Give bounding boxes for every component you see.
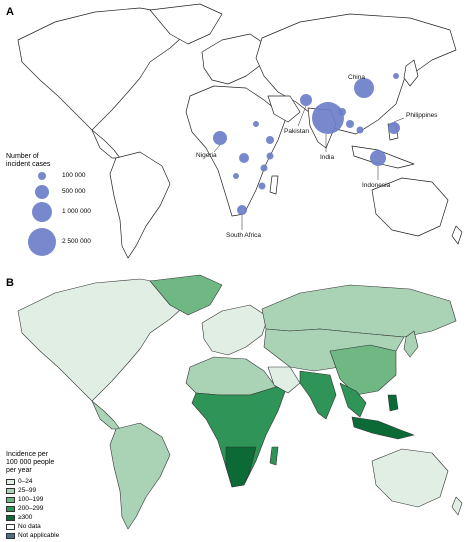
label-indonesia: Indonesia	[362, 182, 391, 189]
legend-bubble-1000000	[32, 202, 52, 222]
legend-swatch-300	[6, 515, 15, 521]
south-america-shape	[109, 151, 171, 259]
europe-region	[201, 304, 269, 356]
sub-saharan-africa-region	[191, 386, 287, 488]
legend-swatch-no-data	[6, 524, 15, 530]
map-panel-a: A Number of incident cases 100 000 500 0…	[6, 3, 463, 259]
label-nigeria: Nigeria	[196, 152, 217, 159]
bubble-india	[312, 102, 344, 134]
legend-swatch-100-199	[6, 497, 15, 503]
japan-region	[403, 330, 419, 358]
legend-label-500000: 500 000	[62, 188, 86, 195]
bubble-myanmar	[346, 120, 354, 128]
indonesia-region	[351, 416, 415, 440]
legend-swatch-25-99	[6, 488, 15, 494]
bubble-drc	[239, 153, 249, 163]
legend-label-25-99: 25–99	[18, 487, 37, 494]
central-america-region	[91, 400, 121, 430]
legend-label-100-199: 100–199	[18, 496, 44, 503]
world-map-outline	[17, 3, 463, 259]
legend-label-1000000: 1 000 000	[62, 208, 91, 215]
russia-region	[261, 284, 457, 338]
australia-region	[371, 448, 449, 508]
southern-africa-region	[225, 446, 257, 488]
europe-shape	[201, 33, 269, 85]
legend-label-200-299: 200–299	[18, 505, 44, 512]
legend-label-300: ≥300	[18, 514, 33, 521]
legend-swatch-0-24	[6, 479, 15, 485]
panel-letter-b: B	[6, 277, 14, 289]
bubble-vietnam	[356, 126, 364, 134]
legend-title-b: Incidence per 100 000 people per year	[6, 451, 55, 474]
label-philippines: Philippines	[406, 112, 438, 119]
legend-bubble-2500000	[28, 228, 56, 256]
bubble-philippines	[388, 122, 400, 134]
arabia-region	[267, 366, 301, 394]
legend-title-a: Number of incident cases	[6, 153, 51, 168]
china-region	[329, 344, 397, 396]
legend-label-not-applicable: Not applicable	[18, 532, 60, 539]
bubble-kenya	[266, 152, 274, 160]
bubble-south-africa	[237, 205, 247, 215]
greenland-shape	[149, 3, 223, 45]
north-africa-region	[185, 356, 277, 396]
legend-label-2500000: 2 500 000	[62, 238, 91, 245]
legend-label-100000: 100 000	[62, 172, 86, 179]
legend-swatch-not-applicable	[6, 533, 15, 539]
philippines-region	[387, 394, 399, 412]
label-india: India	[320, 154, 335, 161]
greenland-region	[149, 274, 223, 316]
panel-letter-a: A	[6, 6, 14, 18]
new-zealand-shape	[451, 225, 463, 245]
south-america-region	[109, 422, 171, 530]
bubble-angola	[233, 173, 239, 179]
bubble-bangladesh	[338, 108, 346, 116]
bubble-ethiopia	[266, 136, 274, 144]
arabia-shape	[267, 95, 301, 123]
bubble-indonesia	[370, 150, 386, 166]
new-zealand-region	[451, 496, 463, 516]
bubble-china	[354, 78, 374, 98]
label-south-africa: South Africa	[226, 232, 262, 239]
madagascar-region	[269, 446, 279, 466]
madagascar-shape	[269, 175, 279, 195]
bubble-tanzania	[260, 164, 268, 172]
central-america-shape	[91, 129, 121, 159]
label-pakistan: Pakistan	[284, 128, 309, 135]
legend-swatch-200-299	[6, 506, 15, 512]
bubble-pakistan	[300, 94, 312, 106]
australia-shape	[371, 177, 449, 237]
bubble-nigeria	[213, 131, 227, 145]
japan-shape	[403, 59, 419, 87]
legend-bubble-100000	[38, 172, 46, 180]
africa-shape	[185, 85, 287, 217]
india-region	[299, 370, 337, 420]
north-america-region	[17, 278, 191, 402]
legend-bubble-500000	[35, 185, 49, 199]
legend-label-0-24: 0–24	[18, 478, 33, 485]
bubble-mozambique	[258, 182, 266, 190]
legend-label-no-data: No data	[18, 523, 41, 530]
bubble-sudan	[253, 121, 259, 127]
se-asia-region	[339, 382, 367, 418]
north-america-shape	[17, 7, 191, 131]
bubble-korea	[393, 73, 399, 79]
map-panel-b: B Incidence per 100 000 people per year …	[0, 271, 474, 542]
world-choropleth-map	[17, 274, 463, 530]
label-china: China	[348, 74, 365, 81]
